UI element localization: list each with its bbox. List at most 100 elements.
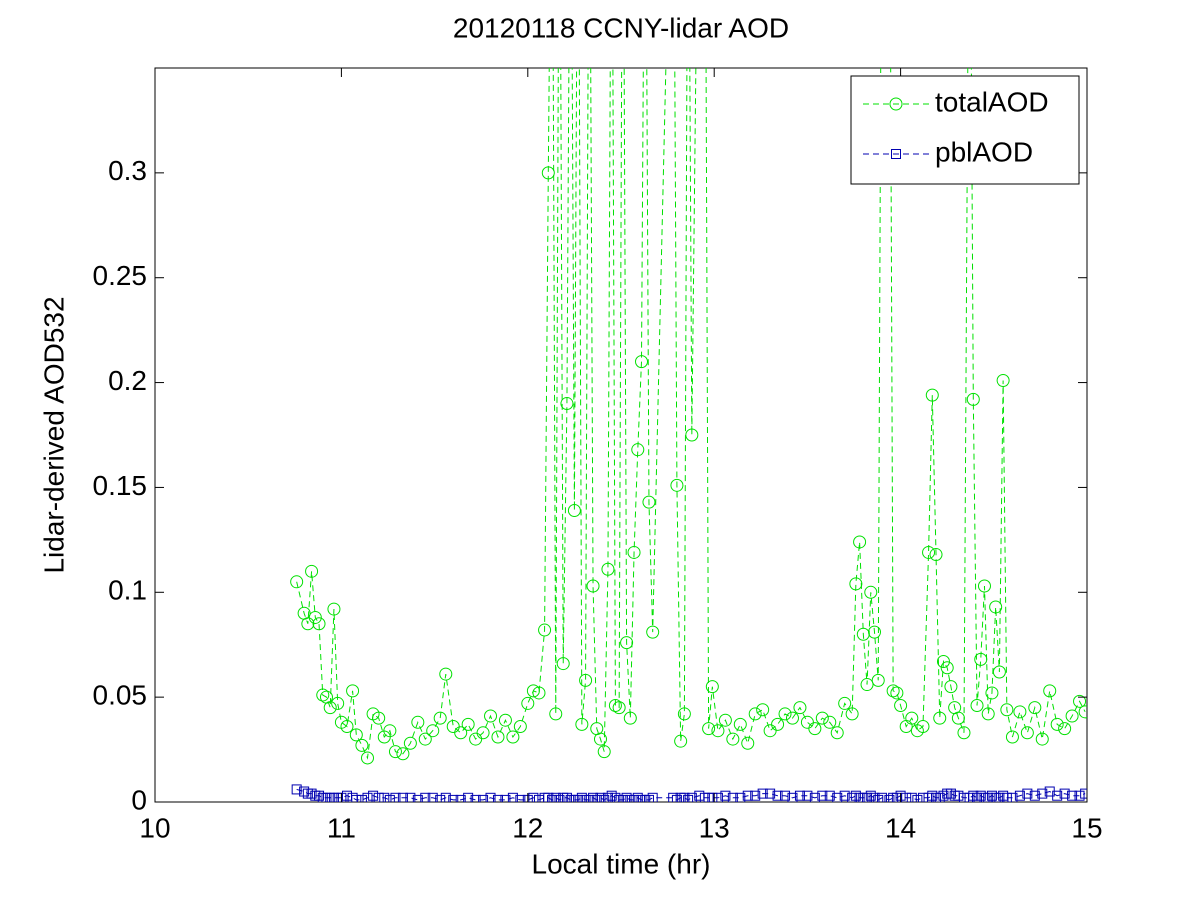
marker [964, 792, 975, 802]
marker [1058, 722, 1072, 736]
marker [1013, 705, 1027, 719]
marker [970, 699, 984, 713]
x-tick-label: 12 [512, 812, 543, 843]
marker [853, 535, 867, 549]
marker [291, 784, 302, 795]
marker [802, 790, 813, 801]
marker [448, 794, 459, 802]
marker [396, 747, 410, 761]
marker [586, 579, 600, 593]
marker [379, 792, 390, 802]
marker [526, 684, 540, 698]
marker [617, 794, 628, 802]
marker [830, 726, 844, 740]
marker [765, 788, 776, 799]
x-tick-label: 14 [885, 812, 916, 843]
marker [922, 545, 936, 559]
marker [642, 495, 656, 509]
marker [513, 720, 527, 734]
marker [476, 726, 490, 740]
marker [679, 792, 690, 802]
marker [838, 696, 852, 710]
marker [785, 711, 799, 725]
marker [412, 794, 423, 802]
marker [314, 790, 325, 801]
y-tick-label: 0.3 [108, 155, 147, 186]
marker [847, 792, 858, 802]
marker [683, 794, 694, 802]
marker [944, 680, 958, 694]
marker [1065, 709, 1079, 723]
marker [670, 478, 684, 492]
marker [757, 788, 768, 799]
marker [305, 564, 319, 578]
marker [646, 625, 660, 639]
marker [735, 792, 746, 802]
marker [936, 654, 950, 668]
marker [403, 736, 417, 750]
marker [780, 790, 791, 801]
marker [756, 703, 770, 717]
marker [778, 707, 792, 721]
marker [1037, 788, 1048, 799]
y-tick-label: 0.15 [93, 470, 148, 501]
marker [985, 686, 999, 700]
marker [492, 794, 503, 802]
marker [974, 652, 988, 666]
plot-area [154, 67, 1088, 803]
marker [996, 373, 1010, 387]
y-tick-label: 0 [131, 784, 147, 815]
marker [623, 711, 637, 725]
marker [750, 790, 761, 801]
marker [989, 600, 1003, 614]
marker [1005, 730, 1019, 744]
marker [461, 717, 475, 731]
marker [631, 443, 645, 457]
marker [845, 707, 859, 721]
marker [809, 792, 820, 802]
marker [733, 717, 747, 731]
marker [498, 713, 512, 727]
legend-label: totalAOD [935, 86, 1049, 117]
marker [945, 788, 956, 799]
marker [388, 745, 402, 759]
marker [860, 678, 874, 692]
marker [383, 724, 397, 738]
marker [643, 794, 654, 802]
marker [547, 794, 558, 802]
marker [808, 722, 822, 736]
marker [627, 545, 641, 559]
marker [720, 790, 731, 801]
marker [726, 732, 740, 746]
marker [543, 792, 554, 802]
marker [839, 790, 850, 801]
marker [957, 726, 971, 740]
marker [894, 699, 908, 713]
marker [372, 711, 386, 725]
marker [876, 792, 887, 802]
marker [994, 792, 1005, 802]
marker [817, 790, 828, 801]
y-tick-label: 0.1 [108, 575, 147, 606]
marker [433, 711, 447, 725]
marker [420, 792, 431, 802]
marker [368, 790, 379, 801]
marker [418, 732, 432, 746]
marker [727, 792, 738, 802]
marker [597, 745, 611, 759]
marker [869, 792, 880, 802]
marker [968, 790, 979, 801]
marker [515, 794, 526, 802]
marker [327, 602, 341, 616]
marker [938, 790, 949, 801]
marker [850, 790, 861, 801]
marker [748, 707, 762, 721]
marker [290, 575, 304, 589]
marker [1001, 792, 1012, 802]
marker [506, 730, 520, 744]
marker [308, 610, 322, 624]
marker [1080, 788, 1087, 799]
marker [1029, 790, 1040, 801]
